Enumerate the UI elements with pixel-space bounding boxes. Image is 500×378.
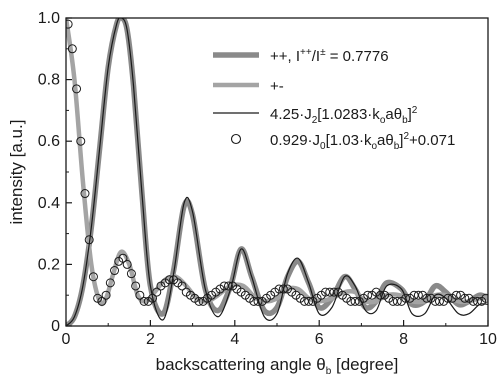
legend-swatch-j0 [230,133,242,145]
y-tick-label: 1.0 [38,10,60,27]
series-j0-fit-point [350,296,360,306]
series-j0-fit-point [76,136,86,146]
y-tick-label: 0.6 [38,133,60,150]
series-j0-fit-point [152,287,162,297]
series-j0-fit-point [194,296,204,306]
x-tick-label: 4 [230,331,239,348]
series-j0-fit-point [177,281,187,291]
series-j0-fit-point [72,84,82,94]
series-j0-fit-point [434,296,444,306]
series-j0-fit-point [139,296,149,306]
series-j0-fit-point [66,19,73,29]
series-j0-fit-point [422,293,432,303]
x-tick-label: 6 [315,331,324,348]
y-axis-label: intensity [a.u.] [7,120,26,225]
legend-label-pp: ++, I++/I± = 0.7776 [270,47,389,65]
legend-entry-j0: 0.929·J0[1.03·koaθb]2+0.071 [230,131,455,152]
series-j0-fit-point [148,293,158,303]
series-j0-fit-point [126,269,136,279]
series-j0-fit-point [223,281,233,291]
y-tick-label: 0.2 [38,256,60,273]
y-tick-label: 0.8 [38,72,60,89]
series-j0-fit-point [122,259,132,269]
series-layer [66,18,488,326]
x-tick-label: 0 [62,331,71,348]
series-j0-fit-point [278,284,288,294]
x-axis-label-main: backscattering angle θ [156,355,326,374]
series-j2-fit-line [66,18,488,326]
legend-entry-j2: 4.25·J2[1.0283·koaθb]2 [213,105,418,126]
legend-label-j2: 4.25·J2[1.0283·koaθb]2 [270,105,418,126]
ticks-layer: 0 2 4 6 8 10 0 0.2 0.4 0.6 0.8 1.0 [38,10,497,348]
plot-frame [65,17,489,327]
series-j0-fit-point [105,278,115,288]
series-j0-fit-point [401,293,411,303]
series-j0-fit-point [413,290,423,300]
series-j0-fit-point [131,281,141,291]
legend-entry-pm: +- [213,78,284,95]
series-j0-fit-point [110,266,120,276]
x-tick-label: 8 [399,331,408,348]
x-tick-label: 2 [146,331,155,348]
series-j0-fit-point [392,296,402,306]
series-j0-fit-point [363,290,373,300]
legend-label-pm: +- [270,78,284,95]
y-tick-label: 0 [51,318,60,335]
series-j0-fit-point [118,253,128,263]
series-j0-fit-point [443,293,453,303]
series-j0-fit-point [329,287,339,297]
x-tick-label: 10 [479,331,497,348]
legend: ++, I++/I± = 0.7776 +- 4.25·J2[1.0283·ko… [213,47,455,152]
series-j0-fit-point [97,296,107,306]
series-j0-fit-point [164,275,174,285]
series-j0-fit-point [304,296,314,306]
x-axis-label: backscattering angle θb [degree] [156,355,399,377]
series-j0-fit-point [253,296,263,306]
legend-entry-pp: ++, I++/I± = 0.7776 [213,47,389,65]
legend-label-j0: 0.929·J0[1.03·koaθb]2+0.071 [270,131,455,152]
series-j0-fit-point [460,293,470,303]
x-axis-label-unit: [degree] [331,355,398,374]
series-j0-fit-point [481,293,488,303]
series-j0-fit-point [451,290,461,300]
series-j0-fit-point [472,296,482,306]
series-j0-fit-point [375,290,385,300]
series-j0-fit-point [135,290,145,300]
y-tick-label: 0.4 [38,195,60,212]
series-j0-fit-point [88,272,98,282]
series-j0-fit-point [101,290,111,300]
series-j0-fit-point [84,235,94,245]
x-axis-label-sub: b [326,366,332,377]
series-j0-fit-point [80,189,90,199]
